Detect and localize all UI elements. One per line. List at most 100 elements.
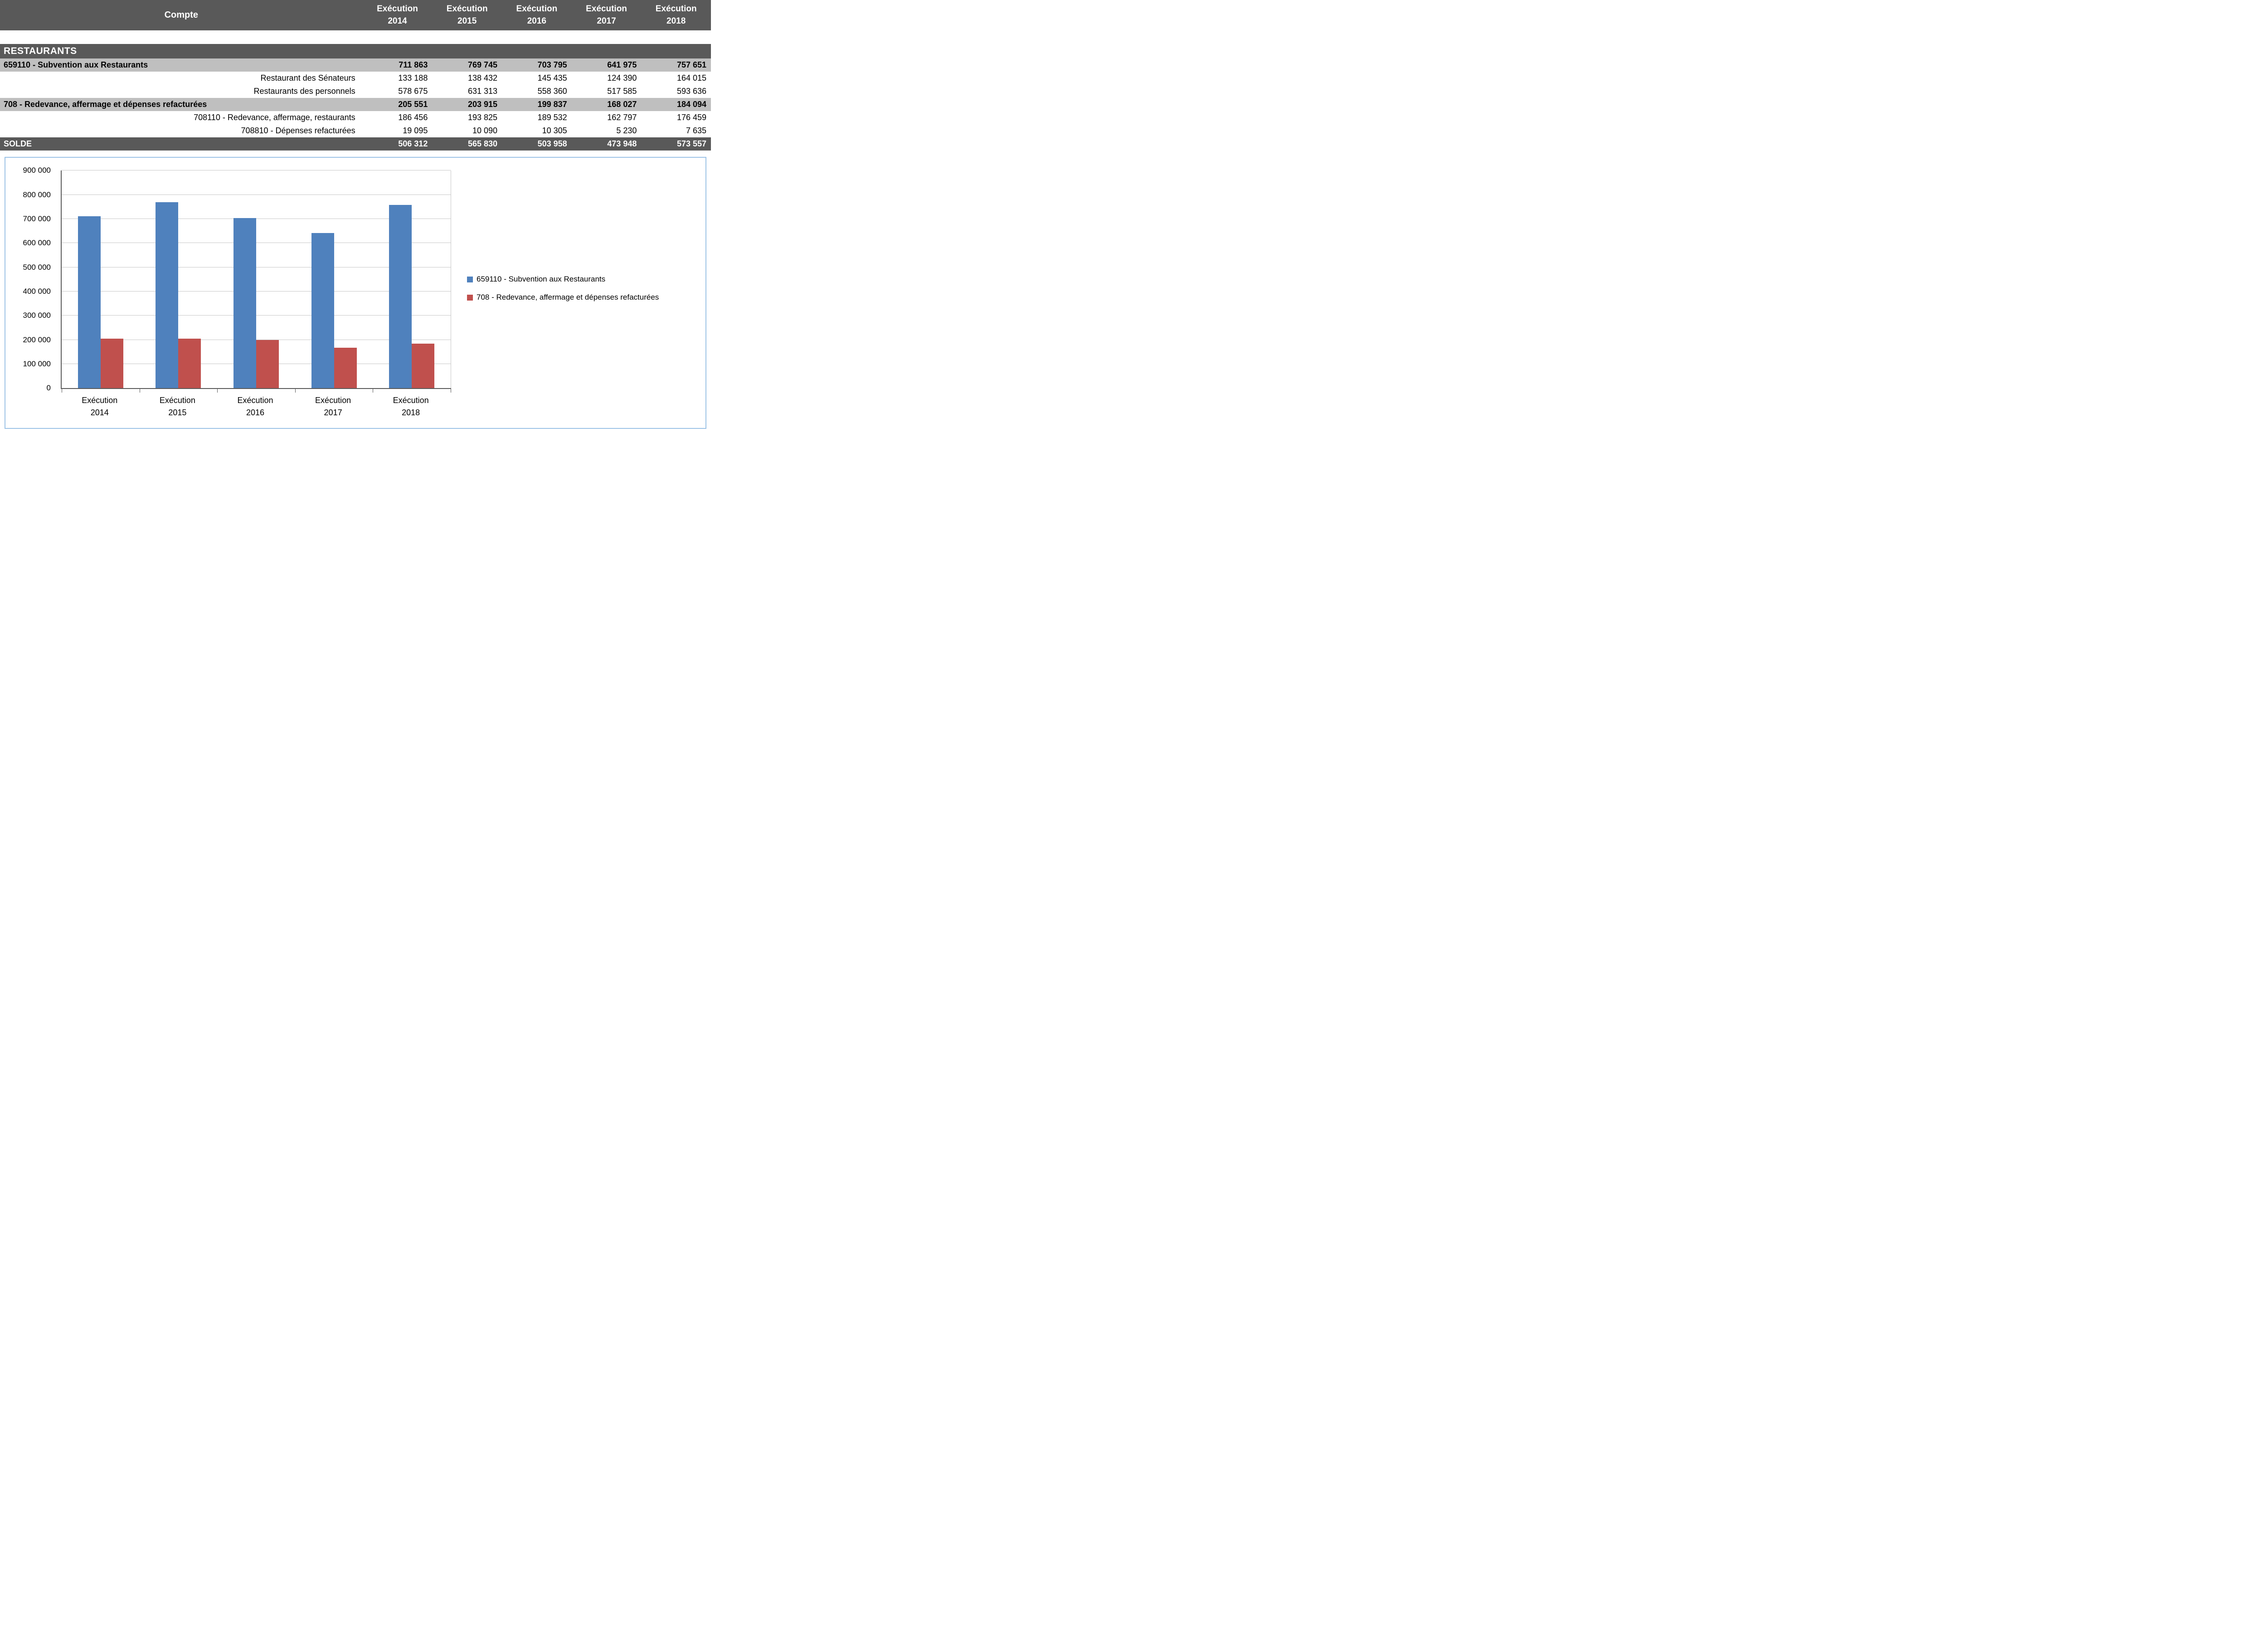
section-header-restaurants: RESTAURANTS — [0, 44, 711, 59]
budget-table: Compte Exécution 2014 Exécution 2015 Exé… — [0, 0, 711, 151]
x-axis-category-label: Exécution 2015 — [159, 396, 195, 418]
cell-2014: 19 095 — [403, 126, 428, 136]
gridline — [62, 194, 451, 195]
column-header-line2: 2014 — [388, 16, 407, 26]
row-label: 708 - Redevance, affermage et dépenses r… — [4, 100, 207, 109]
cell-2016: 145 435 — [537, 73, 567, 83]
bar-series1 — [389, 205, 412, 389]
plot-area — [61, 170, 451, 393]
column-header-compte: Compte — [164, 10, 199, 20]
y-axis-tick-label: 900 000 — [23, 166, 51, 175]
cell-2017: 124 390 — [607, 73, 637, 83]
header-spacer — [0, 30, 711, 44]
cell-2014: 186 456 — [398, 113, 428, 122]
column-header-line2: 2016 — [527, 16, 546, 26]
y-axis-tick-label: 300 000 — [23, 311, 51, 320]
table-row-708810: 708810 - Dépenses refacturées 19 095 10 … — [0, 124, 711, 138]
legend-label: 708 - Redevance, affermage et dépenses r… — [477, 293, 659, 302]
y-axis-tick-label: 700 000 — [23, 214, 51, 223]
column-header-exec-2018: Exécution 2018 — [641, 0, 711, 30]
legend-swatch-icon — [467, 276, 473, 282]
cell-2016: 10 305 — [542, 126, 567, 136]
x-axis-tick — [295, 388, 296, 393]
cell-2014: 506 312 — [398, 139, 428, 149]
row-label: 708110 - Redevance, affermage, restauran… — [194, 113, 355, 122]
cell-2017: 473 948 — [607, 139, 637, 149]
row-label: Restaurants des personnels — [253, 87, 355, 96]
cell-2017: 5 230 — [616, 126, 637, 136]
column-header-line1: Exécution — [516, 4, 558, 14]
bar-group — [140, 170, 218, 389]
chart-legend: 659110 - Subvention aux Restaurants 708 -… — [467, 275, 659, 302]
y-axis-tick-label: 200 000 — [23, 335, 51, 344]
y-axis-tick-label: 800 000 — [23, 190, 51, 199]
x-axis-category-label: Exécution 2014 — [82, 396, 118, 418]
cell-2018: 573 557 — [676, 139, 707, 149]
x-axis-tick — [217, 388, 218, 393]
bar-series2 — [334, 347, 357, 389]
table-header-row: Compte Exécution 2014 Exécution 2015 Exé… — [0, 0, 711, 31]
column-header-line1: Exécution — [446, 4, 488, 14]
cell-2016: 558 360 — [537, 87, 567, 96]
column-header-exec-2016: Exécution 2016 — [502, 0, 572, 30]
cell-2017: 168 027 — [607, 100, 637, 109]
table-row-708110: 708110 - Redevance, affermage, restauran… — [0, 111, 711, 125]
gridline — [62, 315, 451, 316]
y-axis-tick-label: 500 000 — [23, 262, 51, 272]
bar-group — [373, 170, 451, 389]
bar-series1 — [156, 202, 179, 389]
bar-chart: 0 100 000 200 000 300 000 400 000 500 000 600 … — [5, 157, 706, 429]
bar-group — [295, 170, 373, 389]
column-header-exec-2017: Exécution 2017 — [572, 0, 642, 30]
table-row-solde: SOLDE 506 312 565 830 503 958 473 948 57… — [0, 137, 711, 151]
table-row-659110: 659110 - Subvention aux Restaurants 711 … — [0, 58, 711, 72]
legend-swatch-icon — [467, 294, 473, 301]
column-header-line1: Exécution — [655, 4, 697, 14]
bar-series1 — [311, 233, 334, 389]
row-label: SOLDE — [4, 139, 32, 149]
cell-2018: 593 636 — [676, 87, 707, 96]
cell-2015: 631 313 — [467, 87, 498, 96]
column-header-line2: 2018 — [666, 16, 686, 26]
column-header-line1: Exécution — [377, 4, 418, 14]
column-header-exec-2015: Exécution 2015 — [432, 0, 502, 30]
cell-2018: 164 015 — [676, 73, 707, 83]
bar-series1 — [233, 218, 256, 389]
y-axis-tick-label: 600 000 — [23, 238, 51, 248]
cell-2016: 199 837 — [537, 100, 567, 109]
cell-2014: 133 188 — [398, 73, 428, 83]
x-axis-category-label: Exécution 2017 — [315, 396, 351, 418]
cell-2017: 162 797 — [607, 113, 637, 122]
page: Compte Exécution 2014 Exécution 2015 Exé… — [0, 0, 711, 429]
y-axis-labels: 0 100 000 200 000 300 000 400 000 500 000 600 … — [5, 166, 56, 392]
column-header-line2: 2017 — [597, 16, 616, 26]
cell-2016: 189 532 — [537, 113, 567, 122]
column-header-line2: 2015 — [457, 16, 477, 26]
cell-2016: 503 958 — [537, 139, 567, 149]
bar-series2 — [412, 344, 435, 389]
cell-2014: 578 675 — [398, 87, 428, 96]
cell-2015: 203 915 — [467, 100, 498, 109]
cell-2018: 184 094 — [676, 100, 707, 109]
x-axis-labels: Exécution 2014 Exécution 2015 Exécution 2016 E… — [61, 394, 450, 419]
legend-label: 659110 - Subvention aux Restaurants — [477, 275, 606, 284]
bar-series2 — [178, 339, 201, 389]
row-label: Restaurant des Sénateurs — [260, 73, 355, 83]
cell-2015: 769 745 — [467, 60, 498, 70]
y-axis-tick-label: 100 000 — [23, 359, 51, 368]
bar-series2 — [256, 340, 279, 389]
row-label: 708810 - Dépenses refacturées — [241, 126, 355, 136]
y-axis-tick-label: 400 000 — [23, 287, 51, 296]
cell-2014: 205 551 — [398, 100, 428, 109]
cell-2016: 703 795 — [537, 60, 567, 70]
legend-entry: 659110 - Subvention aux Restaurants — [467, 275, 659, 284]
y-axis-tick-label: 0 — [46, 384, 51, 393]
table-row-restaurants-personnels: Restaurants des personnels 578 675 631 3… — [0, 85, 711, 98]
bar-group — [62, 170, 140, 389]
cell-2014: 711 863 — [399, 60, 428, 70]
table-row-708: 708 - Redevance, affermage et dépenses r… — [0, 98, 711, 112]
cell-2017: 641 975 — [607, 60, 637, 70]
column-header-exec-2014: Exécution 2014 — [363, 0, 433, 30]
row-label: 659110 - Subvention aux Restaurants — [4, 60, 148, 70]
x-axis-category-label: Exécution 2018 — [393, 396, 429, 418]
